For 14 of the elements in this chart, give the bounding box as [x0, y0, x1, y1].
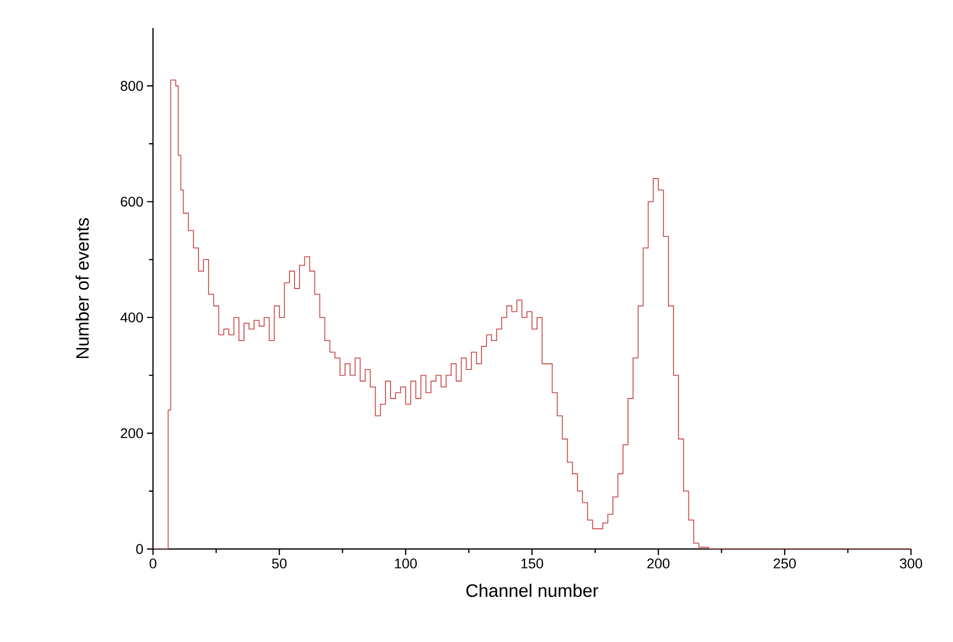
x-tick-label: 150: [521, 558, 544, 568]
y-tick-label: 0: [136, 544, 143, 554]
x-axis-title: Channel number: [466, 584, 598, 597]
x-tick-label: 250: [774, 558, 796, 568]
y-tick-label: 400: [120, 312, 143, 322]
y-tick-label: 200: [120, 428, 143, 438]
x-tick-label: 200: [647, 558, 670, 568]
y-tick-label: 600: [120, 196, 143, 207]
x-tick-label: 100: [395, 558, 417, 568]
x-tick-label: 300: [900, 558, 922, 568]
y-axis-title: Number of events: [76, 218, 89, 358]
y-tick-label: 800: [120, 80, 143, 91]
x-tick-label: 50: [272, 558, 287, 568]
x-tick-label: 0: [150, 558, 156, 568]
